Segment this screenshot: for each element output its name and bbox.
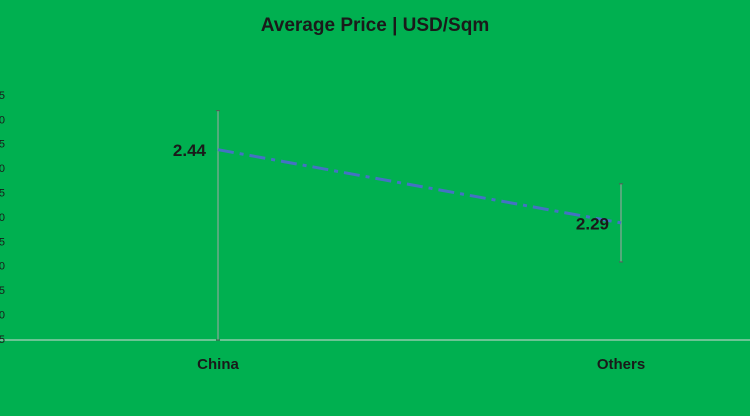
y-tick-label: 2.25 bbox=[0, 236, 5, 248]
y-tick-label: 2.15 bbox=[0, 285, 5, 297]
x-tick-label: China bbox=[197, 356, 239, 373]
y-tick-label: 2.20 bbox=[0, 261, 5, 273]
y-tick-label: 2.55 bbox=[0, 90, 5, 102]
line bbox=[217, 148, 622, 225]
y-tick-label: 2.35 bbox=[0, 188, 5, 200]
data-label: 2.29 bbox=[576, 214, 609, 233]
y-tick-label: 2.30 bbox=[0, 212, 5, 224]
chart-title: Average Price | USD/Sqm bbox=[261, 15, 489, 36]
y-tick-label: 2.50 bbox=[0, 114, 5, 126]
y-tick-label: 2.45 bbox=[0, 139, 5, 151]
x-tick-label: Others bbox=[597, 356, 645, 373]
y-tick-label: 2.40 bbox=[0, 163, 5, 175]
y-tick-label: 2.10 bbox=[0, 310, 5, 322]
data-label: 2.44 bbox=[173, 141, 207, 160]
y-tick-label: 2.05 bbox=[0, 334, 5, 346]
